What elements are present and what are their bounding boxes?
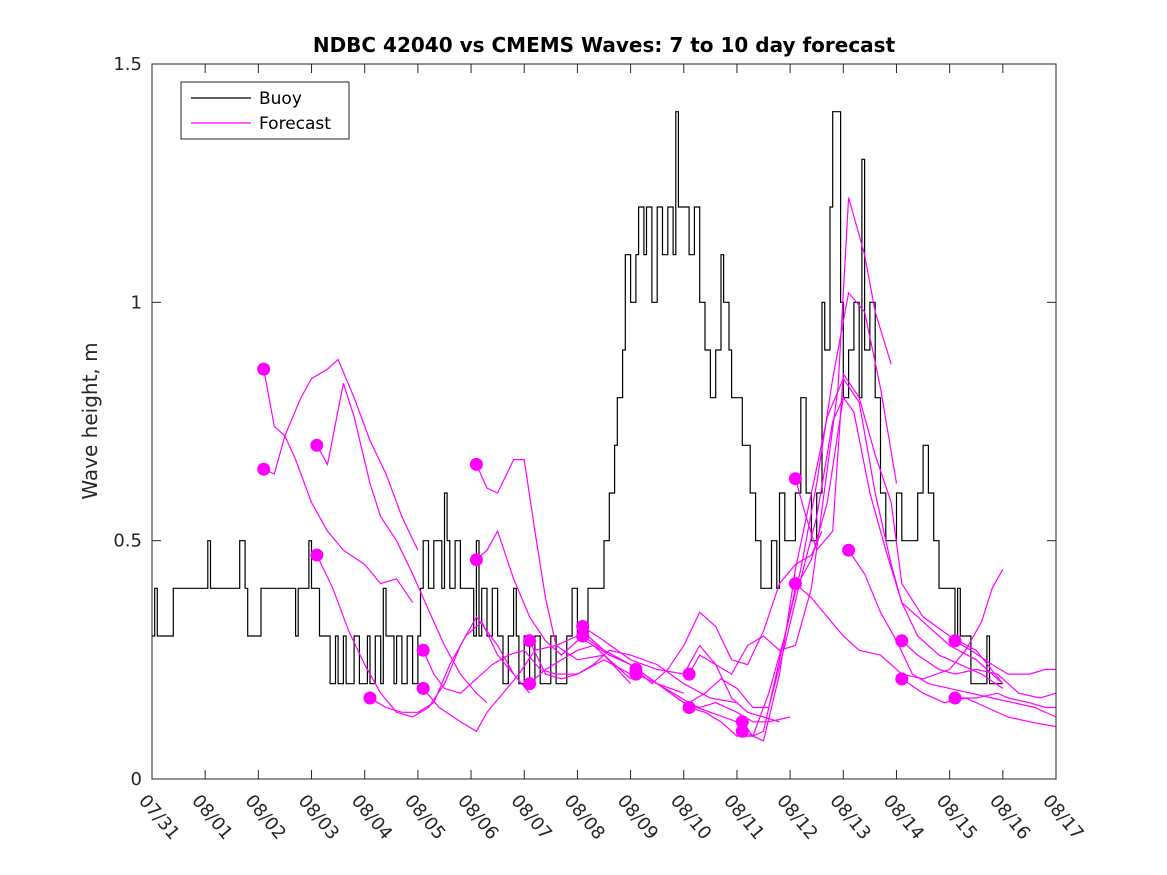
forecast-start-marker-6 — [416, 643, 430, 657]
forecast-line-4 — [316, 554, 531, 718]
forecast-start-marker-9 — [469, 553, 483, 567]
forecast-start-marker-5 — [363, 691, 377, 705]
forecast-line-1 — [263, 368, 414, 603]
forecast-line-24 — [901, 678, 1057, 728]
forecast-line-26 — [955, 692, 1056, 709]
buoy-line — [152, 111, 1003, 685]
forecast-start-marker-12 — [576, 620, 590, 633]
forecast-start-marker-8 — [469, 457, 483, 471]
forecast-start-marker-7 — [416, 681, 430, 695]
forecast-start-marker-1 — [257, 362, 271, 376]
forecast-start-marker-18 — [735, 715, 749, 729]
y-tick-label: 0 — [131, 769, 142, 790]
forecast-start-marker-19 — [735, 724, 749, 738]
forecast-start-marker-4 — [310, 548, 324, 562]
legend-label-forecast: Forecast — [259, 114, 331, 134]
forecast-start-marker-20 — [788, 472, 802, 486]
forecast-line-14 — [635, 530, 823, 685]
forecast-start-marker-22 — [842, 543, 856, 557]
forecast-start-marker-26 — [948, 691, 962, 705]
chart-title: NDBC 42040 vs CMEMS Waves: 7 to 10 day f… — [313, 33, 896, 57]
y-axis-label: Wave height, m — [78, 342, 102, 499]
forecast-line-12 — [582, 626, 780, 723]
forecast-line-22 — [848, 549, 1057, 718]
forecast-start-marker-17 — [682, 701, 696, 714]
y-tick-label: 0.5 — [113, 531, 142, 552]
forecast-line-10 — [529, 640, 738, 704]
forecast-line-16 — [688, 197, 892, 675]
legend-box — [180, 81, 350, 140]
forecast-start-marker-3 — [310, 438, 324, 452]
forecast-start-marker-21 — [788, 577, 802, 591]
legend: Buoy Forecast — [180, 81, 350, 140]
forecast-start-marker-13 — [576, 629, 590, 643]
axes-box — [151, 63, 1057, 780]
y-tick-label: 1 — [131, 292, 142, 313]
forecast-line-20 — [794, 371, 1004, 685]
forecast-line-19 — [742, 396, 1004, 737]
forecast-line-3 — [316, 383, 488, 704]
forecast-start-marker-24 — [895, 672, 909, 686]
y-tick-label: 1.5 — [113, 54, 142, 75]
plot-area — [152, 64, 1056, 779]
series-layer — [152, 111, 1057, 742]
forecast-line-5 — [369, 620, 515, 713]
forecast-line-8 — [475, 459, 632, 685]
forecast-line-23 — [901, 640, 1057, 699]
forecast-start-marker-23 — [895, 634, 909, 648]
forecast-start-marker-10 — [523, 634, 537, 648]
forecast-start-marker-15 — [629, 667, 643, 681]
forecast-start-marker-25 — [948, 634, 962, 648]
forecast-start-marker-11 — [523, 677, 537, 691]
forecast-start-marker-2 — [257, 462, 271, 476]
forecast-line-25 — [954, 640, 1056, 675]
forecast-line-2 — [263, 358, 419, 551]
legend-label-buoy: Buoy — [259, 89, 302, 109]
forecast-line-18 — [741, 377, 1004, 742]
forecast-start-marker-16 — [682, 667, 696, 681]
forecast-line-15 — [635, 397, 844, 709]
